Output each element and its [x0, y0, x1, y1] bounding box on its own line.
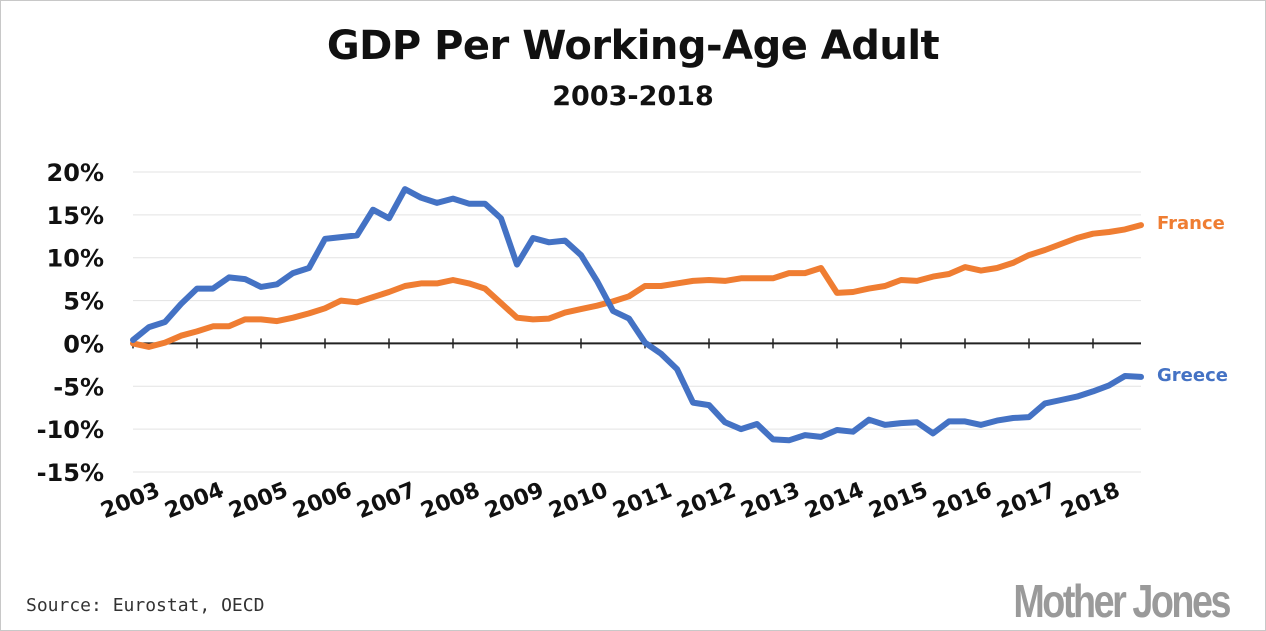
- y-tick-label: 5%: [63, 288, 104, 316]
- publisher-logo: Mother Jones: [1013, 575, 1231, 627]
- y-tick-label: 15%: [47, 202, 104, 230]
- x-tick-label: 2015: [865, 478, 931, 524]
- x-tick-label: 2017: [993, 478, 1059, 524]
- y-tick-label: -5%: [53, 373, 104, 401]
- x-tick-label: 2003: [97, 478, 163, 524]
- y-axis-tick-labels: 20% 15% 10% 5% 0% -5% -10% -15%: [37, 159, 104, 487]
- source-note: Source: Eurostat, OECD: [26, 595, 265, 616]
- x-tick-label: 2013: [737, 478, 803, 524]
- gridlines: [133, 171, 1141, 473]
- series-line-france: [130, 222, 1144, 350]
- series-label-france: France: [1157, 213, 1225, 234]
- chart-subtitle: 2003-2018: [552, 81, 714, 112]
- x-tick-label: 2014: [801, 478, 867, 524]
- x-tick-label: 2010: [545, 478, 611, 524]
- x-tick-label: 2018: [1057, 478, 1123, 524]
- x-tick-label: 2006: [289, 478, 355, 524]
- x-axis-ticks: 2003200420052006200720082009201020112012…: [97, 338, 1124, 524]
- line-chart: 20%15%10%5%0%-5%-10%-15% 200320042005200…: [37, 159, 1228, 524]
- y-tick-label: 0%: [63, 330, 104, 358]
- series-lines: [130, 186, 1144, 444]
- x-tick-label: 2016: [929, 478, 995, 524]
- x-tick-label: 2009: [481, 478, 547, 524]
- x-tick-label: 2004: [161, 478, 227, 524]
- chart-title: GDP Per Working-Age Adult: [326, 23, 940, 69]
- y-tick-label: 20%: [47, 159, 104, 187]
- x-tick-label: 2012: [673, 478, 739, 524]
- x-tick-label: 2007: [353, 478, 419, 524]
- x-tick-label: 2008: [417, 478, 483, 524]
- series-line-greece: [130, 186, 1144, 444]
- x-tick-label: 2005: [225, 478, 291, 524]
- series-label-greece: Greece: [1157, 365, 1228, 386]
- y-tick-label: 10%: [47, 245, 104, 273]
- y-tick-label: -15%: [37, 459, 104, 487]
- y-tick-label: -10%: [37, 416, 104, 444]
- x-tick-label: 2011: [609, 478, 675, 524]
